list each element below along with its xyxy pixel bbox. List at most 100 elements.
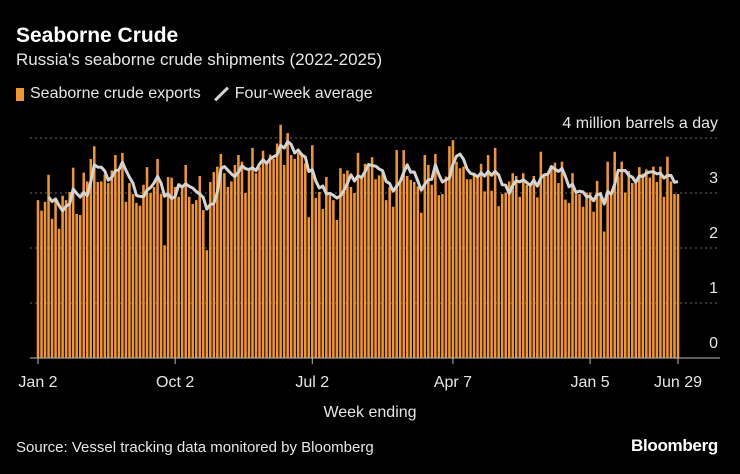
bar — [631, 183, 634, 358]
bar — [588, 192, 592, 358]
bar — [374, 179, 377, 358]
bar — [202, 210, 205, 358]
bar — [507, 181, 511, 358]
x-tick-label: Jun 29 — [654, 374, 702, 391]
bar — [328, 195, 332, 358]
bar — [261, 150, 265, 358]
bar — [54, 200, 57, 358]
bar — [616, 176, 620, 358]
bar — [479, 163, 483, 358]
bar — [599, 191, 602, 358]
y-axis-unit-label: 4 million barrels a day — [562, 115, 718, 132]
x-axis-title: Week ending — [323, 404, 417, 421]
bar — [370, 157, 374, 358]
bar — [539, 151, 543, 358]
bar — [377, 175, 381, 358]
bar — [311, 145, 314, 358]
bar — [233, 164, 237, 358]
x-tick-label: Jan 2 — [18, 374, 57, 391]
legend: Seaborne crude exports Four-week average — [16, 85, 373, 103]
bar — [476, 175, 479, 358]
bar — [427, 164, 430, 358]
bar — [335, 219, 339, 358]
bar — [483, 191, 486, 358]
bar — [585, 192, 588, 358]
source-note: Source: Vessel tracking data monitored b… — [16, 439, 374, 456]
bar — [578, 194, 581, 358]
bar — [279, 124, 282, 358]
bar — [85, 181, 89, 358]
bar — [209, 182, 212, 358]
bar — [448, 146, 451, 358]
bar — [265, 162, 268, 358]
bar — [349, 186, 353, 358]
bar — [391, 206, 395, 358]
bar — [451, 140, 455, 358]
bar — [514, 175, 518, 358]
bar — [110, 170, 114, 358]
bar — [437, 195, 441, 358]
bar — [655, 182, 659, 358]
bar — [490, 190, 493, 358]
bar — [652, 166, 655, 358]
bar — [557, 183, 560, 358]
bar — [135, 202, 138, 358]
bar — [314, 197, 318, 358]
bar — [522, 173, 525, 358]
bar — [564, 199, 567, 358]
bar — [152, 186, 156, 358]
bar — [423, 155, 427, 358]
bar — [659, 166, 662, 358]
bar — [89, 158, 93, 358]
bar — [384, 200, 388, 358]
bar — [100, 181, 103, 358]
bar — [173, 186, 177, 358]
bar — [627, 171, 631, 358]
bar — [247, 168, 251, 358]
bar — [61, 195, 64, 358]
bar — [332, 200, 335, 358]
bar — [272, 158, 275, 358]
legend-bar-label: Seaborne crude exports — [30, 85, 201, 102]
bar — [434, 153, 437, 358]
bar — [571, 173, 574, 358]
bar — [254, 173, 258, 358]
bar — [205, 250, 209, 358]
bar — [673, 194, 676, 358]
bar — [156, 158, 159, 358]
bar — [444, 176, 448, 358]
bar — [486, 155, 490, 358]
bar — [574, 194, 578, 358]
bar — [57, 228, 61, 358]
bar — [606, 161, 609, 358]
bar — [145, 167, 149, 358]
bar — [64, 200, 68, 358]
bar — [420, 212, 423, 358]
bar — [36, 200, 40, 358]
bar — [226, 186, 230, 358]
bar — [402, 150, 405, 358]
bar — [623, 192, 627, 358]
bar — [441, 194, 444, 358]
bar — [581, 206, 585, 358]
bar — [641, 173, 645, 358]
bar — [405, 175, 409, 358]
x-tick-label: Jan 5 — [571, 374, 610, 391]
bar — [289, 155, 293, 358]
bar — [198, 175, 202, 358]
bar — [191, 204, 194, 358]
bar — [602, 231, 606, 358]
bar — [103, 174, 107, 358]
bar — [166, 177, 170, 358]
bar — [472, 172, 476, 358]
x-tick-label: Jul 2 — [295, 374, 329, 391]
bar — [71, 167, 75, 358]
bar — [634, 182, 638, 358]
bar — [363, 163, 367, 358]
y-tick-label: 3 — [709, 170, 718, 187]
bar — [194, 200, 198, 358]
bar — [96, 182, 100, 358]
bar — [47, 174, 50, 358]
bar — [307, 217, 311, 358]
